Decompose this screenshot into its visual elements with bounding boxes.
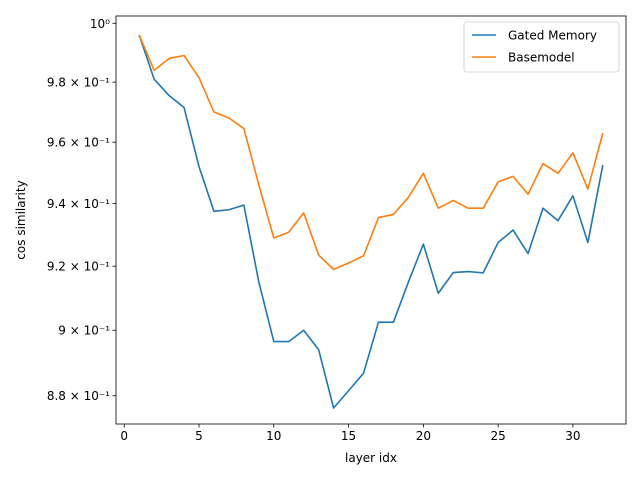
- y-tick-label: 9.8 × 10⁻¹: [47, 76, 110, 90]
- y-tick-label: 9.4 × 10⁻¹: [47, 197, 110, 211]
- legend-label: Basemodel: [508, 51, 575, 65]
- y-tick-label: 8.8 × 10⁻¹: [47, 389, 110, 403]
- legend: Gated Memory Basemodel: [463, 21, 620, 73]
- x-tick-label: 25: [490, 429, 505, 443]
- x-tick-label: 5: [195, 429, 203, 443]
- y-axis-label: cos similarity: [14, 180, 28, 259]
- y-tick-label: 10⁰: [90, 17, 110, 31]
- y-tick-label: 9.2 × 10⁻¹: [47, 260, 110, 274]
- x-tick-label: 15: [341, 429, 356, 443]
- legend-label: Gated Memory: [508, 29, 597, 43]
- legend-box: [463, 21, 620, 73]
- y-tick-label: 9 × 10⁻¹: [58, 324, 110, 338]
- x-axis-label: layer idx: [345, 451, 397, 465]
- x-tick-label: 10: [266, 429, 281, 443]
- plot-area-frame: [115, 15, 627, 425]
- y-tick-label: 9.6 × 10⁻¹: [47, 136, 110, 150]
- y-axis: 8.8 × 10⁻¹ 9 × 10⁻¹ 9.2 × 10⁻¹ 9.4 × 10⁻¹ 9.…: [47, 17, 116, 403]
- x-tick-label: 20: [416, 429, 431, 443]
- x-tick-label: 30: [565, 429, 580, 443]
- series-layer: [138, 34, 604, 409]
- x-axis: 0 5 10 15 20 25 30: [120, 424, 581, 443]
- x-tick-label: 0: [120, 429, 128, 443]
- series-line-basemodel: [138, 34, 604, 271]
- series-line-gated-memory: [138, 34, 604, 409]
